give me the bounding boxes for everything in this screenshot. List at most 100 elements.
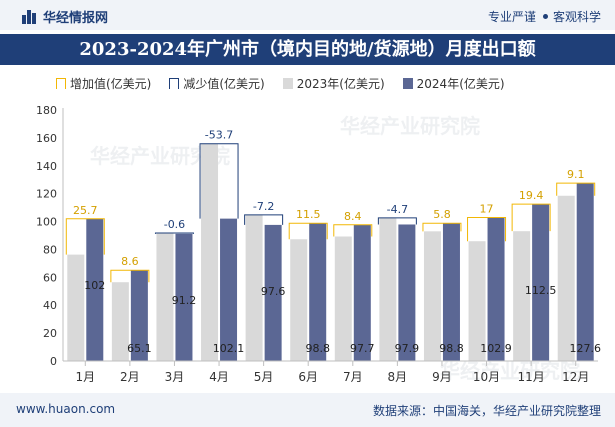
2023-swatch-icon bbox=[282, 78, 293, 89]
brand-logo-icon bbox=[22, 9, 36, 24]
footer-source: 数据来源：中国海关，华经产业研究院整理 bbox=[372, 404, 601, 418]
bar-2024 bbox=[532, 204, 550, 361]
chart-title: 2023-2024年广州市（境内目的地/货源地）月度出口额 bbox=[0, 34, 615, 65]
brand[interactable]: 华经情报网 bbox=[22, 7, 108, 26]
legend-increase: 增加值(亿美元) bbox=[56, 75, 151, 92]
decrease-bracket bbox=[377, 217, 417, 225]
increase-bracket bbox=[333, 224, 373, 237]
decrease-bracket bbox=[244, 214, 284, 225]
legend-2023: 2023年(亿美元) bbox=[282, 75, 385, 92]
x-tick-label: 3月 bbox=[165, 370, 185, 384]
change-label: -4.7 bbox=[387, 203, 408, 216]
legend-decrease: 减少值(亿美元) bbox=[169, 75, 265, 92]
bar-2023 bbox=[513, 231, 531, 361]
slogan-right: 客观科学 bbox=[552, 10, 601, 24]
bar-value-label: 102.1 bbox=[213, 342, 245, 355]
decrease-bracket bbox=[154, 232, 194, 234]
bar-value-label: 97.7 bbox=[350, 342, 375, 355]
x-tick-label: 4月 bbox=[209, 370, 229, 384]
bar-2023 bbox=[201, 143, 219, 361]
bar-value-label: 102.9 bbox=[480, 342, 512, 355]
bar-value-label: 98.8 bbox=[305, 342, 330, 355]
bar-2023 bbox=[468, 241, 486, 361]
bar-value-label: 97.9 bbox=[395, 342, 420, 355]
bar-2024 bbox=[353, 224, 371, 361]
bar-value-label: 97.6 bbox=[261, 285, 286, 298]
bar-2023 bbox=[67, 254, 85, 361]
change-label: -7.2 bbox=[253, 200, 274, 213]
increase-bracket bbox=[467, 217, 507, 242]
change-label: -53.7 bbox=[205, 129, 233, 142]
bar-2024 bbox=[398, 224, 416, 361]
change-label: 17 bbox=[480, 203, 494, 216]
bar-2024 bbox=[86, 218, 104, 361]
decrease-swatch-icon bbox=[169, 78, 180, 89]
bar-2023 bbox=[156, 232, 174, 361]
increase-bracket bbox=[422, 222, 462, 232]
bar-value-label: 112.5 bbox=[525, 284, 557, 297]
bar-2023 bbox=[111, 282, 129, 361]
top-header: 华经情报网 专业严谨 客观科学 bbox=[0, 0, 615, 30]
bar-value-label: 65.1 bbox=[127, 342, 152, 355]
bar-2023 bbox=[334, 236, 352, 361]
x-tick-label: 9月 bbox=[432, 370, 452, 384]
y-tick-label: 160 bbox=[36, 132, 57, 145]
increase-bracket bbox=[65, 218, 105, 255]
bar-2024 bbox=[264, 224, 282, 361]
bar-2024 bbox=[309, 223, 327, 361]
bar-2023 bbox=[290, 239, 308, 361]
legend-2024-label: 2024年(亿美元) bbox=[416, 77, 505, 91]
brand-name: 华经情报网 bbox=[43, 11, 109, 26]
legend-2024: 2024年(亿美元) bbox=[402, 75, 505, 92]
change-label: 8.4 bbox=[344, 210, 362, 223]
x-tick-label: 6月 bbox=[298, 370, 318, 384]
change-label: -0.6 bbox=[164, 218, 185, 231]
y-tick-label: 100 bbox=[36, 216, 57, 229]
change-label: 5.8 bbox=[433, 208, 451, 221]
increase-bracket bbox=[288, 222, 328, 240]
bar-2024 bbox=[130, 270, 148, 361]
bar-2024 bbox=[442, 223, 460, 361]
increase-bracket bbox=[511, 203, 551, 232]
x-tick-label: 11月 bbox=[517, 370, 544, 384]
y-tick-label: 60 bbox=[43, 271, 57, 284]
bar-2024 bbox=[576, 183, 594, 361]
y-tick-label: 120 bbox=[36, 188, 57, 201]
change-label: 25.7 bbox=[73, 204, 98, 217]
x-tick-label: 12月 bbox=[562, 370, 589, 384]
increase-swatch-icon bbox=[56, 78, 66, 89]
x-tick-label: 1月 bbox=[75, 370, 95, 384]
legend-increase-label: 增加值(亿美元) bbox=[70, 77, 152, 91]
x-tick-label: 2月 bbox=[120, 370, 140, 384]
x-tick-label: 10月 bbox=[473, 370, 500, 384]
bar-value-label: 98.8 bbox=[439, 342, 464, 355]
decrease-bracket bbox=[199, 143, 239, 219]
chart-legend: 增加值(亿美元) 减少值(亿美元) 2023年(亿美元) 2024年(亿美元) bbox=[56, 75, 523, 92]
slogan: 专业严谨 客观科学 bbox=[488, 8, 601, 25]
legend-2023-label: 2023年(亿美元) bbox=[296, 77, 385, 91]
separator-dot-icon bbox=[542, 14, 548, 19]
increase-bracket bbox=[556, 182, 596, 196]
bar-2024 bbox=[487, 217, 505, 361]
bar-value-label: 127.6 bbox=[569, 342, 601, 355]
y-tick-label: 140 bbox=[36, 160, 57, 173]
y-tick-label: 80 bbox=[43, 243, 57, 256]
change-label: 9.1 bbox=[567, 168, 585, 181]
bar-value-label: 91.2 bbox=[172, 294, 197, 307]
legend-decrease-label: 减少值(亿美元) bbox=[183, 77, 265, 91]
x-tick-label: 5月 bbox=[254, 370, 274, 384]
increase-bracket bbox=[110, 269, 150, 283]
change-label: 8.6 bbox=[121, 255, 139, 268]
bar-2023 bbox=[245, 214, 263, 361]
x-tick-label: 8月 bbox=[388, 370, 408, 384]
bar-2024 bbox=[175, 233, 193, 361]
2024-swatch-icon bbox=[402, 78, 413, 89]
slogan-left: 专业严谨 bbox=[487, 10, 536, 24]
y-tick-label: 180 bbox=[36, 104, 57, 117]
footer-site-link[interactable]: www.huaon.com bbox=[16, 402, 116, 416]
change-label: 11.5 bbox=[296, 208, 321, 221]
x-tick-label: 7月 bbox=[343, 370, 363, 384]
change-label: 19.4 bbox=[519, 189, 544, 202]
y-tick-label: 40 bbox=[43, 299, 57, 312]
